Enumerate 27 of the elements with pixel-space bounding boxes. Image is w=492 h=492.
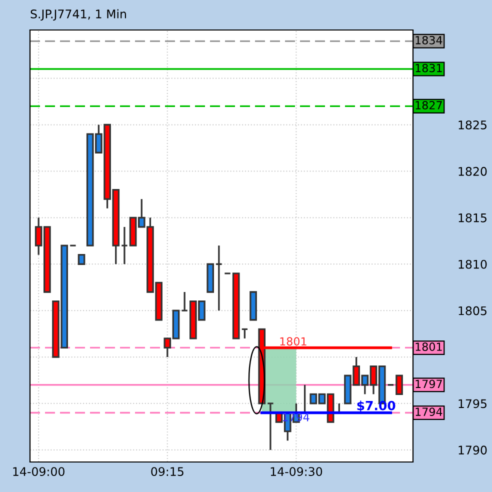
y-tick-label: 1815 (458, 213, 486, 222)
x-tick-label: 14-09:00 (13, 467, 64, 476)
candlestick (266, 402, 274, 451)
candlestick (120, 226, 128, 265)
candlestick (215, 244, 223, 312)
annotation: 1801 (280, 337, 306, 346)
candlestick (396, 374, 403, 396)
x-tick-label: 14-09:30 (270, 467, 322, 476)
ref-line-label: 1797 (416, 380, 442, 388)
ref-line-label: 1827 (416, 101, 442, 110)
y-tick-label: 1825 (458, 120, 486, 130)
candlestick (241, 328, 248, 340)
ref-line-label: 1834 (416, 36, 442, 44)
x-tick-label: 09:15 (151, 467, 184, 476)
y-tick-label: 1805 (458, 306, 486, 316)
y-tick-label: 1790 (458, 446, 487, 455)
y-tick-label: 1795 (458, 399, 486, 408)
chart-title: S.JP.J7741, 1 Min (30, 9, 126, 21)
candlestick (78, 254, 86, 265)
annotation: 1794 (282, 412, 310, 422)
candlestick (180, 291, 188, 312)
annotation: $7.00 (357, 400, 396, 412)
ref-line-label: 1794 (416, 408, 442, 416)
y-tick-label: 1820 (458, 166, 487, 176)
ref-line-label: 1801 (416, 342, 442, 351)
ref-line-label: 1831 (416, 64, 442, 72)
y-tick-label: 1810 (458, 260, 487, 269)
